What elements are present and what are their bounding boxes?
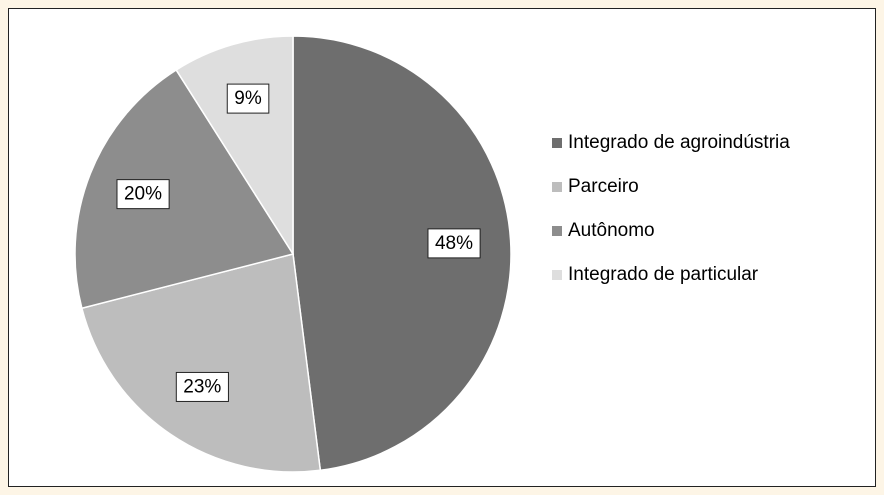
data-label: 9% [234,88,262,109]
pie-slice [292,35,512,472]
data-label: 20% [124,184,162,205]
legend-swatch [552,270,562,280]
legend-swatch [552,226,562,236]
legend-label: Integrado de particular [568,264,759,285]
legend-swatch [552,182,562,192]
legend-label: Integrado de agroindústria [568,132,790,153]
pie-slice [74,68,295,310]
data-label-box [226,83,270,114]
legend-label: Parceiro [568,176,639,197]
pie-slice [80,253,322,473]
data-label: 23% [183,376,221,397]
legend-label: Autônomo [568,220,655,241]
data-label-box [116,179,170,210]
data-label-box [427,228,481,259]
data-label-box [175,371,229,402]
legend-swatch [552,138,562,148]
data-label: 48% [435,233,473,254]
